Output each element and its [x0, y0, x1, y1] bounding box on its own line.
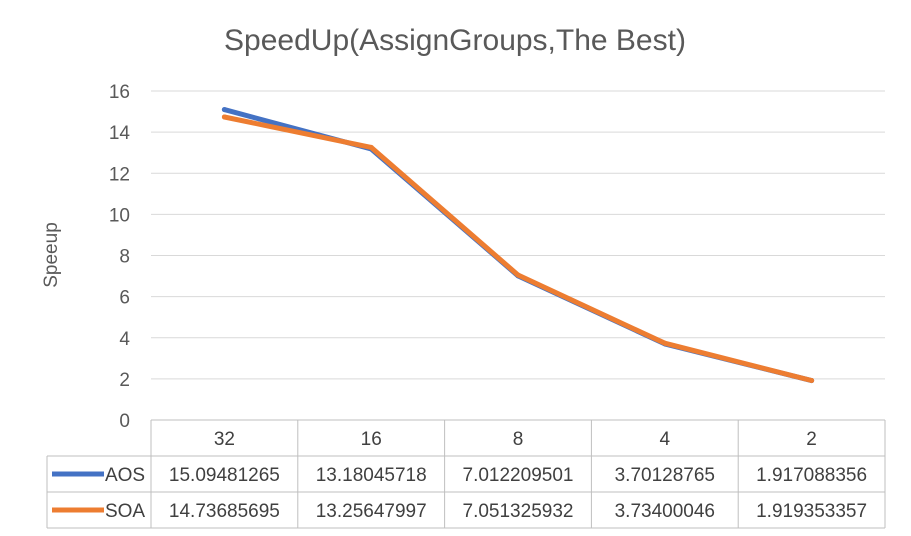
- y-tick-label: 4: [119, 329, 130, 350]
- y-tick-label: 14: [109, 123, 131, 144]
- data-point-soa: [515, 272, 521, 278]
- y-tick-label: 16: [109, 82, 130, 103]
- data-table: 32 16 8 4 2 AOS 15.09481265 13.18045718 7.012209…: [46, 419, 886, 529]
- series-line-soa: [221, 114, 815, 383]
- y-tick-label: 8: [119, 247, 130, 268]
- y-tick-label: 2: [119, 370, 130, 391]
- data-point-soa: [368, 144, 374, 150]
- y-axis-label: Speeup: [41, 222, 62, 288]
- data-point-aos: [221, 107, 227, 113]
- data-cell: 3.73400046: [615, 501, 715, 522]
- x-category-label: 32: [214, 429, 235, 450]
- series-lines: [221, 107, 815, 384]
- y-tick-label: 0: [119, 411, 130, 432]
- y-axis-ticks: 0 2 4 6 8 10 12 14 16: [109, 82, 131, 432]
- data-point-soa: [809, 378, 815, 384]
- x-category-label: 4: [660, 429, 671, 450]
- legend-entry-soa: SOA: [105, 501, 145, 522]
- y-tick-label: 10: [109, 205, 130, 226]
- data-cell: 3.70128765: [615, 465, 715, 486]
- data-cell: 13.25647997: [316, 501, 427, 522]
- x-category-label: 8: [513, 429, 524, 450]
- legend-entry-aos: AOS: [105, 465, 145, 486]
- x-category-label: 2: [806, 429, 817, 450]
- data-cell: 14.73685695: [169, 501, 280, 522]
- x-category-label: 16: [361, 429, 382, 450]
- gridlines: [151, 90, 885, 380]
- data-cell: 1.917088356: [756, 465, 867, 486]
- data-cell: 15.09481265: [169, 465, 280, 486]
- data-cell: 7.012209501: [463, 465, 574, 486]
- chart-title: SpeedUp(AssignGroups,The Best): [224, 24, 686, 57]
- data-cell: 13.18045718: [316, 465, 427, 486]
- data-point-soa: [221, 114, 227, 120]
- series-line-aos: [221, 107, 815, 384]
- data-cell: 7.051325932: [463, 501, 574, 522]
- y-tick-label: 6: [119, 288, 130, 309]
- data-point-soa: [662, 340, 668, 346]
- data-cell: 1.919353357: [756, 501, 867, 522]
- y-tick-label: 12: [109, 164, 130, 185]
